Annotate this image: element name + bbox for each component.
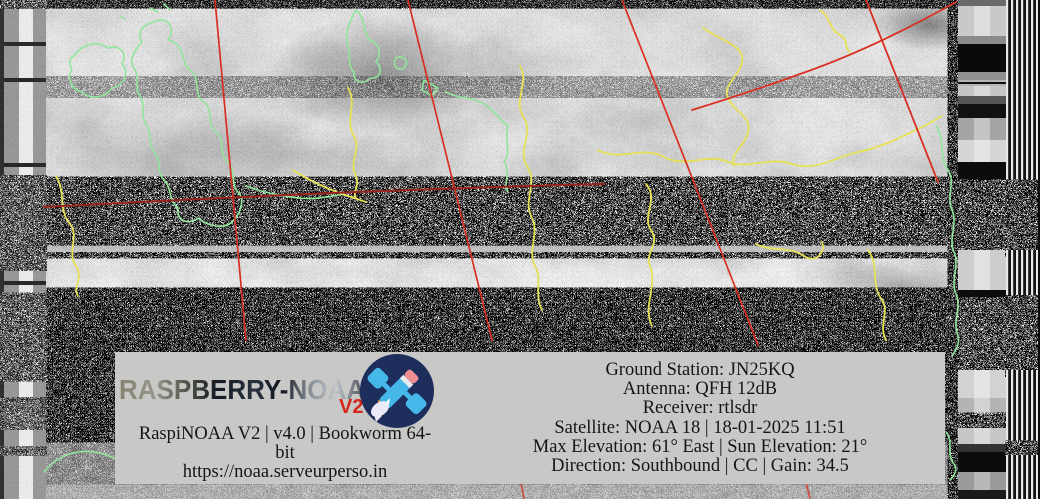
software-version-line-wrap: bit — [275, 442, 295, 463]
info-panel: RASPBERRY-NOAA V2 RaspiNOAA V2 | v4.0 | … — [115, 352, 945, 484]
antenna-line: Antenna: QFH 12dB — [622, 379, 778, 400]
satellite-icon — [360, 354, 434, 428]
telemetry-stripe-column — [1006, 0, 1040, 499]
brand-version-badge: V2 — [339, 396, 364, 418]
brand-logo-text: RASPBERRY-NOAA — [119, 374, 365, 405]
telemetry-wedge-blocks — [958, 0, 1006, 499]
satellite-pass-line: Satellite: NOAA 18 | 18-01-2025 11:51 — [554, 417, 846, 438]
software-version-line: RaspiNOAA V2 | v4.0 | Bookworm 64- — [138, 424, 432, 444]
software-info-block: RaspiNOAA V2 | v4.0 | Bookworm 64- bit h… — [115, 425, 455, 481]
elevation-line: Max Elevation: 61° East | Sun Elevation:… — [532, 436, 868, 457]
latlon-grid-overlay — [43, 0, 957, 499]
receiver-line: Receiver: rtlsdr — [642, 398, 758, 419]
direction-gain-line: Direction: Southbound | CC | Gain: 34.5 — [551, 456, 849, 477]
brand-logo-wordmark: RASPBERRY-NOAA — [119, 374, 365, 405]
website-url: https://noaa.serveurperso.in — [182, 461, 388, 482]
country-border-overlay — [55, 9, 943, 341]
station-info-block: Ground Station: JN25KQ Antenna: QFH 12dB… — [460, 360, 940, 477]
sync-bar-left — [0, 0, 46, 499]
telemetry-bar-right — [948, 0, 1040, 499]
ground-station-line: Ground Station: JN25KQ — [605, 360, 795, 380]
branding-block: RASPBERRY-NOAA V2 RaspiNOAA V2 | v4.0 | … — [115, 352, 460, 484]
